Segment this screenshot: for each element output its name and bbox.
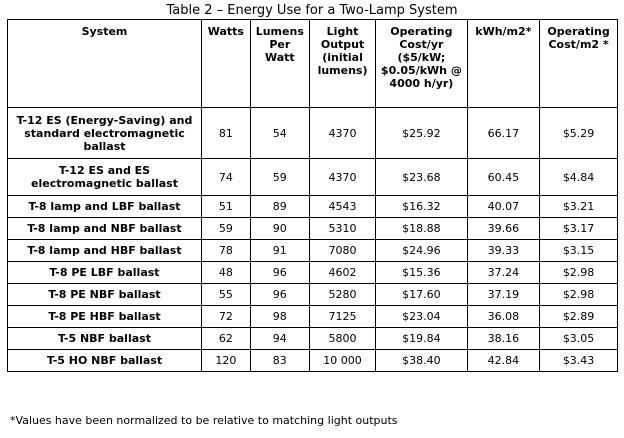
cell-system: T-5 HO NBF ballast: [7, 349, 202, 372]
cell-watts: 51: [200, 195, 251, 218]
energy-use-table: System Watts Lumens Per Watt Light Outpu…: [7, 19, 618, 372]
cell-watts: 55: [200, 283, 251, 306]
table-row: T-5 HO NBF ballast 120 83 10 000 $38.40 …: [7, 349, 618, 372]
cell-lumens-per-watt: 98: [249, 305, 310, 328]
cell-operating-cost: $19.84: [375, 327, 468, 350]
cell-operating-cost-m2: $5.29: [539, 107, 618, 159]
cell-operating-cost: $38.40: [375, 349, 468, 372]
footnote: *Values have been normalized to be relat…: [10, 414, 398, 427]
cell-kwh-m2: 37.24: [466, 261, 541, 284]
cell-light-output: 4370: [308, 107, 377, 159]
cell-system: T-8 lamp and HBF ballast: [7, 239, 202, 262]
table-row: T-8 lamp and HBF ballast 78 91 7080 $24.…: [7, 239, 618, 262]
cell-lumens-per-watt: 89: [249, 195, 310, 218]
cell-light-output: 4602: [308, 261, 377, 284]
cell-operating-cost: $17.60: [375, 283, 468, 306]
table-row: T-12 ES (Energy-Saving) and standard ele…: [7, 107, 618, 159]
cell-watts: 59: [200, 217, 251, 240]
cell-light-output: 7125: [308, 305, 377, 328]
cell-operating-cost: $18.88: [375, 217, 468, 240]
cell-lumens-per-watt: 59: [249, 158, 310, 196]
cell-lumens-per-watt: 54: [249, 107, 310, 159]
cell-system: T-8 PE HBF ballast: [7, 305, 202, 328]
cell-light-output: 5310: [308, 217, 377, 240]
cell-kwh-m2: 37.19: [466, 283, 541, 306]
cell-light-output: 7080: [308, 239, 377, 262]
cell-kwh-m2: 36.08: [466, 305, 541, 328]
cell-watts: 74: [200, 158, 251, 196]
header-watts: Watts: [200, 19, 251, 108]
cell-light-output: 10 000: [308, 349, 377, 372]
cell-kwh-m2: 39.66: [466, 217, 541, 240]
cell-operating-cost-m2: $4.84: [539, 158, 618, 196]
cell-system: T-8 lamp and NBF ballast: [7, 217, 202, 240]
cell-system: T-12 ES and ES electromagnetic ballast: [7, 158, 202, 196]
cell-kwh-m2: 39.33: [466, 239, 541, 262]
cell-light-output: 4543: [308, 195, 377, 218]
cell-system: T-8 PE LBF ballast: [7, 261, 202, 284]
table-row: T-12 ES and ES electromagnetic ballast 7…: [7, 158, 618, 196]
cell-kwh-m2: 40.07: [466, 195, 541, 218]
cell-kwh-m2: 66.17: [466, 107, 541, 159]
table-row: T-8 PE LBF ballast 48 96 4602 $15.36 37.…: [7, 261, 618, 284]
cell-operating-cost: $16.32: [375, 195, 468, 218]
cell-operating-cost: $23.04: [375, 305, 468, 328]
table-row: T-8 PE NBF ballast 55 96 5280 $17.60 37.…: [7, 283, 618, 306]
cell-kwh-m2: 60.45: [466, 158, 541, 196]
table-row: T-8 PE HBF ballast 72 98 7125 $23.04 36.…: [7, 305, 618, 328]
cell-watts: 81: [200, 107, 251, 159]
table-caption: Table 2 – Energy Use for a Two-Lamp Syst…: [166, 3, 458, 18]
cell-light-output: 5280: [308, 283, 377, 306]
table-row: T-5 NBF ballast 62 94 5800 $19.84 38.16 …: [7, 327, 618, 350]
cell-operating-cost-m2: $2.98: [539, 261, 618, 284]
cell-operating-cost-m2: $2.89: [539, 305, 618, 328]
cell-light-output: 5800: [308, 327, 377, 350]
header-light-output: Light Output (initial lumens): [308, 19, 377, 108]
cell-operating-cost-m2: $3.15: [539, 239, 618, 262]
cell-lumens-per-watt: 96: [249, 261, 310, 284]
header-system: System: [7, 19, 202, 108]
cell-lumens-per-watt: 90: [249, 217, 310, 240]
cell-lumens-per-watt: 94: [249, 327, 310, 350]
cell-watts: 120: [200, 349, 251, 372]
cell-operating-cost: $15.36: [375, 261, 468, 284]
cell-operating-cost: $25.92: [375, 107, 468, 159]
cell-system: T-12 ES (Energy-Saving) and standard ele…: [7, 107, 202, 159]
cell-operating-cost: $24.96: [375, 239, 468, 262]
cell-watts: 72: [200, 305, 251, 328]
cell-operating-cost-m2: $3.17: [539, 217, 618, 240]
cell-operating-cost-m2: $3.21: [539, 195, 618, 218]
header-operating-cost: Operating Cost/yr ($5/kW; $0.05/kWh @ 40…: [375, 19, 468, 108]
cell-lumens-per-watt: 96: [249, 283, 310, 306]
cell-operating-cost-m2: $3.05: [539, 327, 618, 350]
cell-system: T-8 PE NBF ballast: [7, 283, 202, 306]
cell-lumens-per-watt: 83: [249, 349, 310, 372]
cell-watts: 78: [200, 239, 251, 262]
cell-operating-cost: $23.68: [375, 158, 468, 196]
cell-operating-cost-m2: $2.98: [539, 283, 618, 306]
header-operating-cost-m2: Operating Cost/m2 *: [539, 19, 618, 108]
header-kwh-m2: kWh/m2*: [466, 19, 541, 108]
cell-kwh-m2: 38.16: [466, 327, 541, 350]
cell-system: T-8 lamp and LBF ballast: [7, 195, 202, 218]
table-row: T-8 lamp and LBF ballast 51 89 4543 $16.…: [7, 195, 618, 218]
cell-kwh-m2: 42.84: [466, 349, 541, 372]
cell-light-output: 4370: [308, 158, 377, 196]
header-lumens-per-watt: Lumens Per Watt: [249, 19, 310, 108]
cell-watts: 48: [200, 261, 251, 284]
table-row: T-8 lamp and NBF ballast 59 90 5310 $18.…: [7, 217, 618, 240]
header-row: System Watts Lumens Per Watt Light Outpu…: [7, 19, 618, 108]
cell-system: T-5 NBF ballast: [7, 327, 202, 350]
cell-operating-cost-m2: $3.43: [539, 349, 618, 372]
cell-lumens-per-watt: 91: [249, 239, 310, 262]
cell-watts: 62: [200, 327, 251, 350]
